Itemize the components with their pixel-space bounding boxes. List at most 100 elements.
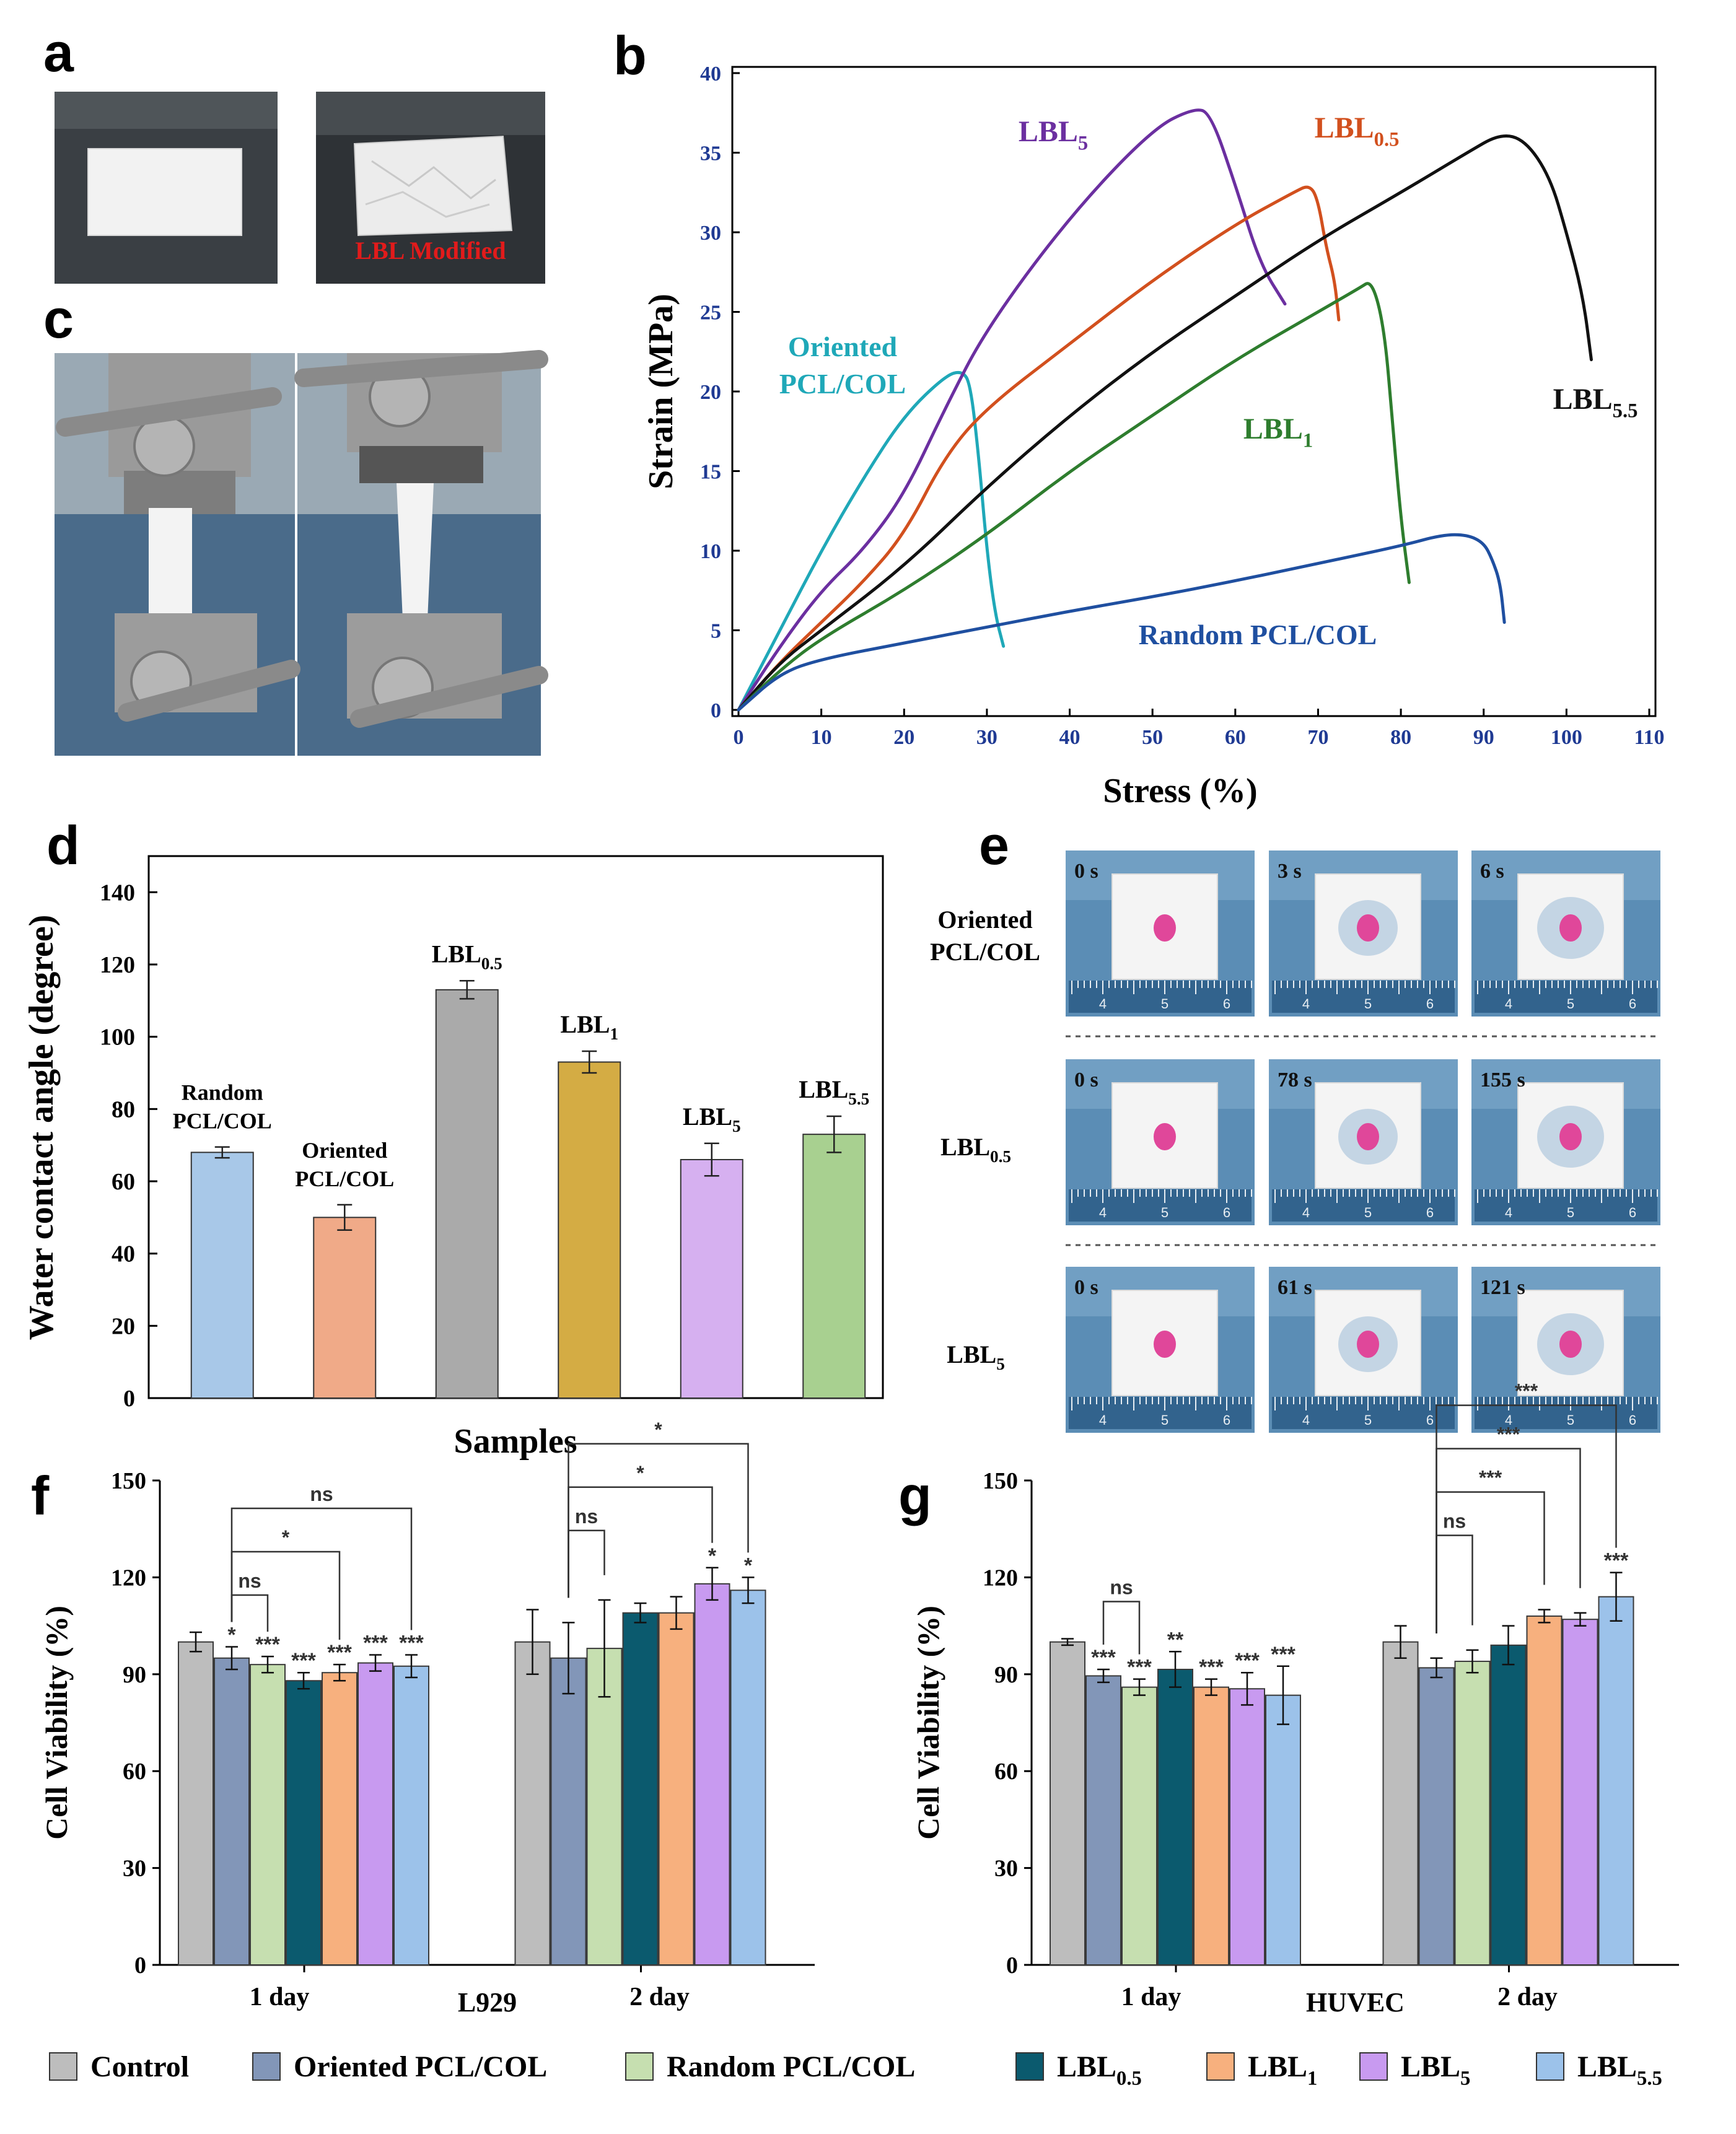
panel-d-chart: d 0 20 40 60 80 100 120 140 Random PCL/COL Orient… <box>22 815 884 1461</box>
series-label: Oriented <box>788 331 898 362</box>
row-label: Oriented <box>937 906 1032 934</box>
ruler-number: 5 <box>1567 1205 1574 1220</box>
x-axis-title: Samples <box>454 1422 577 1461</box>
bar <box>1121 1686 1157 1966</box>
y-tick-label: 25 <box>700 302 721 325</box>
ruler-number: 4 <box>1505 1412 1512 1428</box>
significance-star: *** <box>399 1632 424 1655</box>
y-tick-label: 10 <box>700 540 721 563</box>
curve-random-pcl-col <box>737 533 1506 712</box>
y-tick-label: 0 <box>123 1386 135 1412</box>
legend-label: Control <box>90 2050 189 2083</box>
series-label: LBL5.5 <box>1553 383 1638 422</box>
time-label: 0 s <box>1074 1069 1098 1091</box>
time-label: 0 s <box>1074 860 1098 883</box>
time-label: 3 s <box>1278 860 1302 883</box>
ruler-number: 6 <box>1629 1412 1636 1428</box>
bar <box>694 1583 730 1966</box>
category-label: 2 day <box>1497 1983 1558 2011</box>
significance-star: *** <box>1091 1646 1116 1669</box>
significance-bracket <box>568 1529 605 1598</box>
bar <box>1382 1641 1419 1966</box>
significance-star: *** <box>1199 1656 1224 1679</box>
y-tick-label: 0 <box>134 1953 146 1979</box>
row-label: LBL0.5 <box>940 1133 1011 1166</box>
bar-label: LBL5.5 <box>799 1075 869 1108</box>
ruler-number: 5 <box>1567 996 1574 1012</box>
significance-star: *** <box>255 1633 280 1656</box>
bar <box>1050 1641 1085 1966</box>
row-label: PCL/COL <box>930 938 1040 966</box>
bar <box>393 1665 429 1966</box>
x-tick-label: 70 <box>1307 726 1328 749</box>
x-tick-label: 50 <box>1142 726 1163 749</box>
ruler-number: 5 <box>1161 1412 1168 1428</box>
y-tick-label: 60 <box>112 1169 135 1195</box>
droplet <box>1357 914 1379 942</box>
series-label: PCL/COL <box>779 368 906 400</box>
bracket-label: * <box>282 1526 290 1549</box>
significance-star: *** <box>291 1649 316 1673</box>
bar <box>178 1641 214 1966</box>
y-tick-label: 30 <box>700 222 721 245</box>
y-tick-label: 15 <box>700 461 721 484</box>
droplet <box>1559 914 1582 942</box>
cell-line-label: HUVEC <box>1306 1987 1405 2018</box>
ruler-number: 5 <box>1567 1412 1574 1428</box>
time-label: 78 s <box>1278 1069 1312 1091</box>
ruler-number: 4 <box>1099 1205 1107 1220</box>
y-tick-label: 120 <box>111 1565 146 1591</box>
photo-lbl-modified: LBL Modified <box>316 92 545 284</box>
significance-bracket <box>1436 1534 1473 1633</box>
significance-bracket <box>568 1486 713 1598</box>
x-tick-label: 0 <box>734 726 744 749</box>
time-label: 121 s <box>1480 1276 1525 1299</box>
bar-label: PCL/COL <box>173 1109 272 1134</box>
bar <box>1562 1619 1598 1966</box>
y-tick-label: 120 <box>100 952 135 978</box>
bracket-label: ns <box>1443 1510 1466 1533</box>
legend-swatch <box>625 2052 654 2081</box>
droplet <box>1154 1331 1176 1358</box>
bar <box>514 1641 551 1966</box>
time-label: 6 s <box>1480 860 1504 883</box>
bar <box>313 1217 377 1399</box>
ruler-number: 5 <box>1364 996 1372 1012</box>
photo-unmodified <box>55 92 278 284</box>
curve-lbl0-5 <box>737 185 1341 712</box>
legend-swatch <box>49 2052 77 2081</box>
ruler-number: 6 <box>1629 1205 1636 1220</box>
bar <box>435 989 499 1399</box>
significance-star: *** <box>1604 1549 1629 1573</box>
bar-label: PCL/COL <box>295 1166 394 1191</box>
ruler-number: 6 <box>1426 1205 1434 1220</box>
significance-bracket <box>1436 1404 1617 1633</box>
y-tick-label: 150 <box>111 1468 146 1494</box>
plot-frame <box>147 855 884 1399</box>
droplet <box>1357 1123 1379 1150</box>
ruler-number: 4 <box>1505 996 1512 1012</box>
bracket-label: ns <box>310 1483 333 1505</box>
y-tick-label: 150 <box>983 1468 1018 1494</box>
ruler-number: 5 <box>1364 1412 1372 1428</box>
bracket-label: *** <box>1515 1380 1538 1402</box>
y-tick-label: 40 <box>112 1241 135 1267</box>
bar <box>1157 1668 1193 1966</box>
panel-e-letter: e <box>979 815 1009 876</box>
significance-star: ** <box>1167 1628 1184 1651</box>
ruler-number: 4 <box>1302 1205 1310 1220</box>
bar <box>680 1159 743 1399</box>
y-tick-label: 100 <box>100 1025 135 1051</box>
bar <box>550 1657 587 1966</box>
bracket-label: ns <box>1110 1576 1133 1598</box>
droplet <box>1154 914 1176 942</box>
significance-bracket <box>1436 1448 1581 1633</box>
significance-star: *** <box>1235 1649 1260 1673</box>
y-tick-label: 0 <box>1006 1953 1018 1979</box>
bar <box>1454 1660 1491 1966</box>
ruler-number: 4 <box>1302 996 1310 1012</box>
significance-bracket <box>230 1507 413 1630</box>
legend-label: LBL5.5 <box>1577 2050 1662 2089</box>
bracket-label: *** <box>1479 1467 1502 1489</box>
panel-b-chart: b 0 10 20 30 40 50 60 70 80 90 100 110 0 5 10 15 20 25 30 3… <box>613 25 1665 810</box>
